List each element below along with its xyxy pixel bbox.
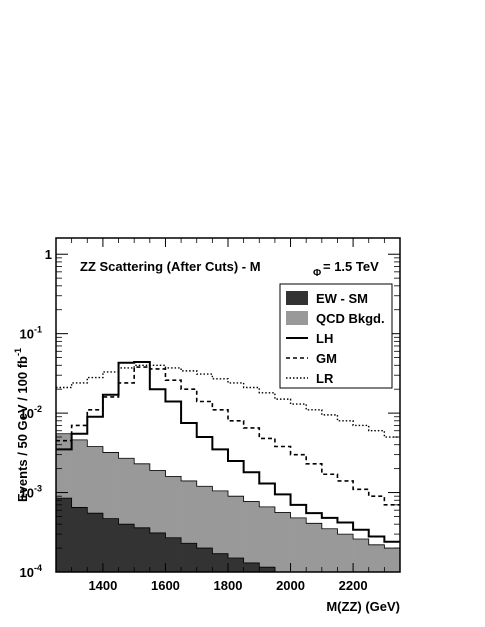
series-line-lr [56,364,400,438]
series-line-gm [56,366,400,506]
x-axis-label: M(ZZ) (GeV) [326,599,400,614]
bar-ew-sm-1850 [243,562,260,572]
bar-qcd-bkgd-2050 [306,523,323,572]
background-fills [56,433,401,573]
plot-area [55,237,401,573]
bar-ew-sm-1600 [165,537,182,572]
bar-qcd-bkgd-1950 [274,512,291,572]
legend-label-ew-sm: EW - SM [316,291,368,306]
bar-qcd-bkgd-2250 [368,544,385,572]
bar-ew-sm-1250 [56,498,72,572]
bar-ew-sm-1700 [196,548,213,572]
bar-qcd-bkgd-2150 [337,534,354,572]
bar-qcd-bkgd-2300 [384,548,401,572]
bar-ew-sm-1750 [212,553,229,572]
chart-title-subscript: Φ [313,268,321,279]
bar-ew-sm-1900 [259,567,276,572]
y-tick-label: 10-2 [20,404,42,421]
svg-text:Events / 50 GeV / 100 fb-1: Events / 50 GeV / 100 fb-1 [13,348,30,502]
y-tick-label: 10-3 [20,484,42,501]
bar-qcd-bkgd-1750 [212,490,229,572]
bar-qcd-bkgd-2000 [290,517,307,572]
y-axis-label-exponent: -1 [13,348,23,356]
chart-title: ZZ Scattering (After Cuts) - M Φ = 1.5 T… [80,259,379,279]
bar-qcd-bkgd-2100 [321,528,338,572]
legend-label-lr: LR [316,371,334,386]
bar-qcd-bkgd-1800 [228,496,244,572]
signal-lines [56,360,400,543]
bar-ew-sm-1800 [228,558,244,572]
x-tick-label-2000: 2000 [276,578,305,593]
x-tick-label-1800: 1800 [214,578,243,593]
y-axis-label: Events / 50 GeV / 100 fb-1 [13,348,30,502]
bar-ew-sm-1450 [118,524,135,572]
legend-label-lh: LH [316,331,333,346]
bar-ew-sm-1400 [102,518,119,572]
x-tick-label-1600: 1600 [151,578,180,593]
legend-label-gm: GM [316,351,337,366]
y-tick-label: 1 [45,247,52,262]
legend-swatch-qcd-bkgd [286,311,308,325]
outline-qcd-bkgd [56,433,400,549]
bar-qcd-bkgd-1900 [259,506,276,572]
legend-label-qcd-bkgd: QCD Bkgd. [316,311,385,326]
legend-swatch-ew-sm [286,291,308,305]
bar-ew-sm-1350 [87,513,104,572]
x-tick-label-1400: 1400 [88,578,117,593]
y-axis-label-main: Events / 50 GeV / 100 fb [15,356,30,502]
y-tick-label: 10-1 [20,325,42,342]
bar-ew-sm-1650 [181,543,198,572]
bar-qcd-bkgd-2200 [353,539,370,572]
bar-ew-sm-1550 [149,532,166,572]
legend: EW - SM QCD Bkgd. LH GM LR [279,283,393,389]
bar-ew-sm-1500 [134,527,151,572]
chart-title-tail: = 1.5 TeV [323,259,379,274]
y-tick-label: 10-4 [20,563,42,580]
chart-title-main: ZZ Scattering (After Cuts) - M [80,259,261,274]
bar-ew-sm-1300 [71,507,88,572]
axis-ticks [56,238,401,573]
bar-qcd-bkgd-1850 [243,501,260,572]
x-tick-label-2200: 2200 [339,578,368,593]
